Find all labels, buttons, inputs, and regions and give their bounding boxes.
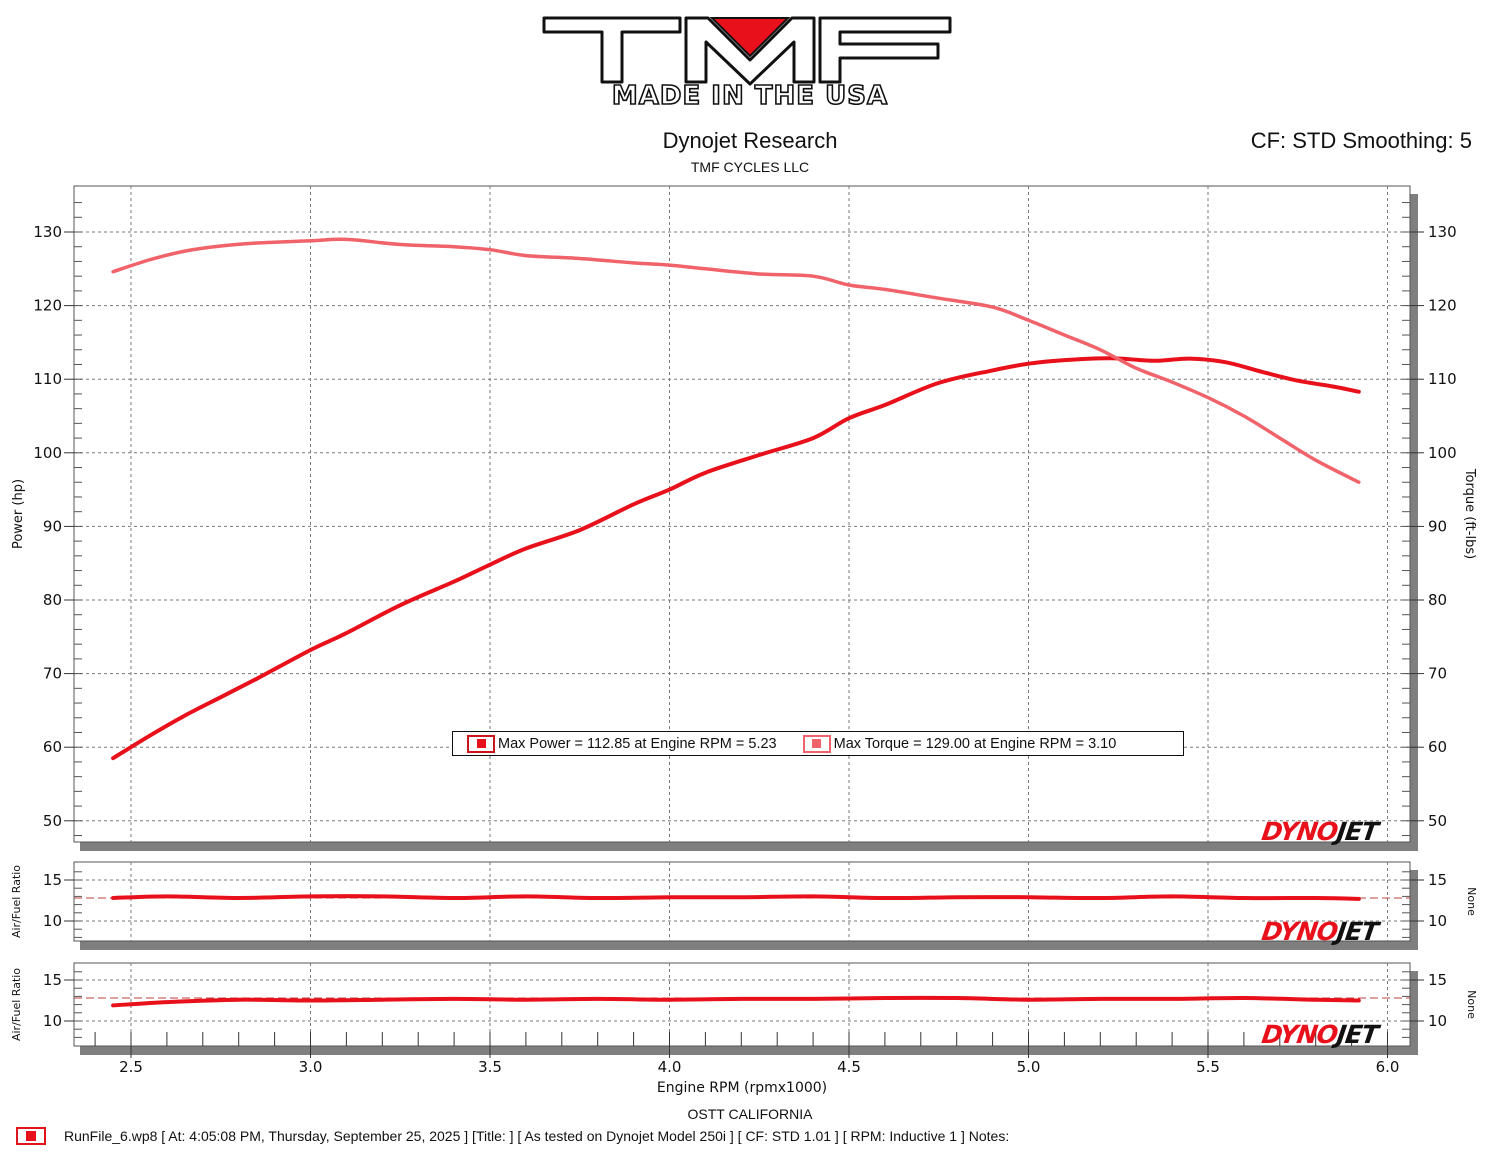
afr-chart-2: 10 10 15 15 Air/Fuel Ratio None	[10, 962, 1478, 1055]
dynojet-logo-afr1: DYNOJET	[1259, 917, 1380, 946]
legend-torque-swatch	[802, 734, 831, 753]
svg-text:3.0: 3.0	[299, 1058, 323, 1076]
svg-text:120: 120	[33, 297, 62, 315]
footer-run-info: RunFile_6.wp8 [ At: 4:05:08 PM, Thursday…	[16, 1124, 1009, 1148]
torque-curve	[111, 237, 1361, 484]
svg-text:70: 70	[1428, 665, 1447, 683]
svg-text:110: 110	[33, 370, 62, 388]
cf-smoothing-label: CF: STD Smoothing: 5	[1250, 128, 1472, 153]
power-torque-chart: 50 50 60 60 70 70 80 80 90 90 100 100 110 110 120 120 13…	[11, 185, 1477, 851]
tmf-logo: MADE IN THE USA	[542, 16, 952, 107]
svg-text:110: 110	[1428, 370, 1457, 388]
afr-chart-1: 10 10 15 15 Air/Fuel Ratio None	[10, 861, 1478, 950]
svg-text:100: 100	[1428, 444, 1457, 462]
svg-text:3.5: 3.5	[478, 1058, 502, 1076]
svg-text:4.5: 4.5	[837, 1058, 861, 1076]
afr-curve-2	[111, 995, 1361, 1008]
svg-text:130: 130	[1428, 223, 1457, 241]
svg-text:130: 130	[33, 223, 62, 241]
svg-text:15: 15	[43, 971, 62, 989]
svg-text:5.0: 5.0	[1017, 1058, 1041, 1076]
footer-location: OSTT CALIFORNIA	[687, 1106, 813, 1122]
chart-legend: Max Power = 112.85 at Engine RPM = 5.23 …	[452, 731, 1184, 756]
svg-text:2.5: 2.5	[119, 1058, 143, 1076]
svg-text:50: 50	[1428, 812, 1447, 830]
svg-text:90: 90	[1428, 517, 1447, 535]
svg-text:Air/Fuel Ratio: Air/Fuel Ratio	[10, 865, 23, 938]
svg-text:10: 10	[43, 1012, 62, 1030]
svg-text:80: 80	[1428, 591, 1447, 609]
svg-text:10: 10	[43, 912, 62, 930]
svg-text:60: 60	[43, 738, 62, 756]
svg-text:15: 15	[1428, 971, 1447, 989]
legend-power-label: Max Power = 112.85 at Engine RPM = 5.23	[498, 735, 777, 752]
afr-curve-1	[111, 894, 1361, 901]
svg-text:Engine RPM (rpmx1000): Engine RPM (rpmx1000)	[657, 1080, 827, 1096]
svg-text:Power (hp): Power (hp)	[11, 479, 26, 549]
svg-text:15: 15	[43, 871, 62, 889]
svg-text:Torque (ft-lbs): Torque (ft-lbs)	[1462, 468, 1477, 559]
chart-title: Dynojet Research	[662, 128, 838, 153]
logo-sub-text: MADE IN THE USA	[612, 81, 888, 107]
dynojet-logo-afr2: DYNOJET	[1259, 1020, 1380, 1049]
svg-text:60: 60	[1428, 738, 1447, 756]
svg-text:None: None	[1465, 887, 1478, 916]
power-curve	[111, 356, 1361, 761]
svg-text:70: 70	[43, 665, 62, 683]
chart-subtitle: TMF CYCLES LLC	[690, 159, 810, 175]
svg-text:10: 10	[1428, 912, 1447, 930]
svg-text:15: 15	[1428, 871, 1447, 889]
svg-text:4.0: 4.0	[658, 1058, 682, 1076]
svg-text:5.5: 5.5	[1196, 1058, 1220, 1076]
svg-text:80: 80	[43, 591, 62, 609]
svg-text:50: 50	[43, 812, 62, 830]
svg-text:None: None	[1465, 990, 1478, 1019]
svg-text:10: 10	[1428, 1012, 1447, 1030]
svg-text:6.0: 6.0	[1376, 1058, 1400, 1076]
dynojet-logo-main: DYNOJET	[1259, 817, 1380, 846]
svg-text:Air/Fuel Ratio: Air/Fuel Ratio	[10, 968, 23, 1041]
legend-torque-label: Max Torque = 129.00 at Engine RPM = 3.10	[833, 735, 1117, 752]
run-info-text: RunFile_6.wp8 [ At: 4:05:08 PM, Thursday…	[64, 1128, 1010, 1144]
svg-text:90: 90	[43, 517, 62, 535]
svg-text:100: 100	[33, 444, 62, 462]
legend-power-swatch	[467, 734, 495, 753]
run-color-swatch	[16, 1127, 46, 1145]
x-axis: 2.5 3.0 3.5 4.0 4.5 5.0 5.5 6.0 Engine RPM (rpmx…	[94, 1032, 1400, 1096]
svg-text:120: 120	[1428, 297, 1457, 315]
